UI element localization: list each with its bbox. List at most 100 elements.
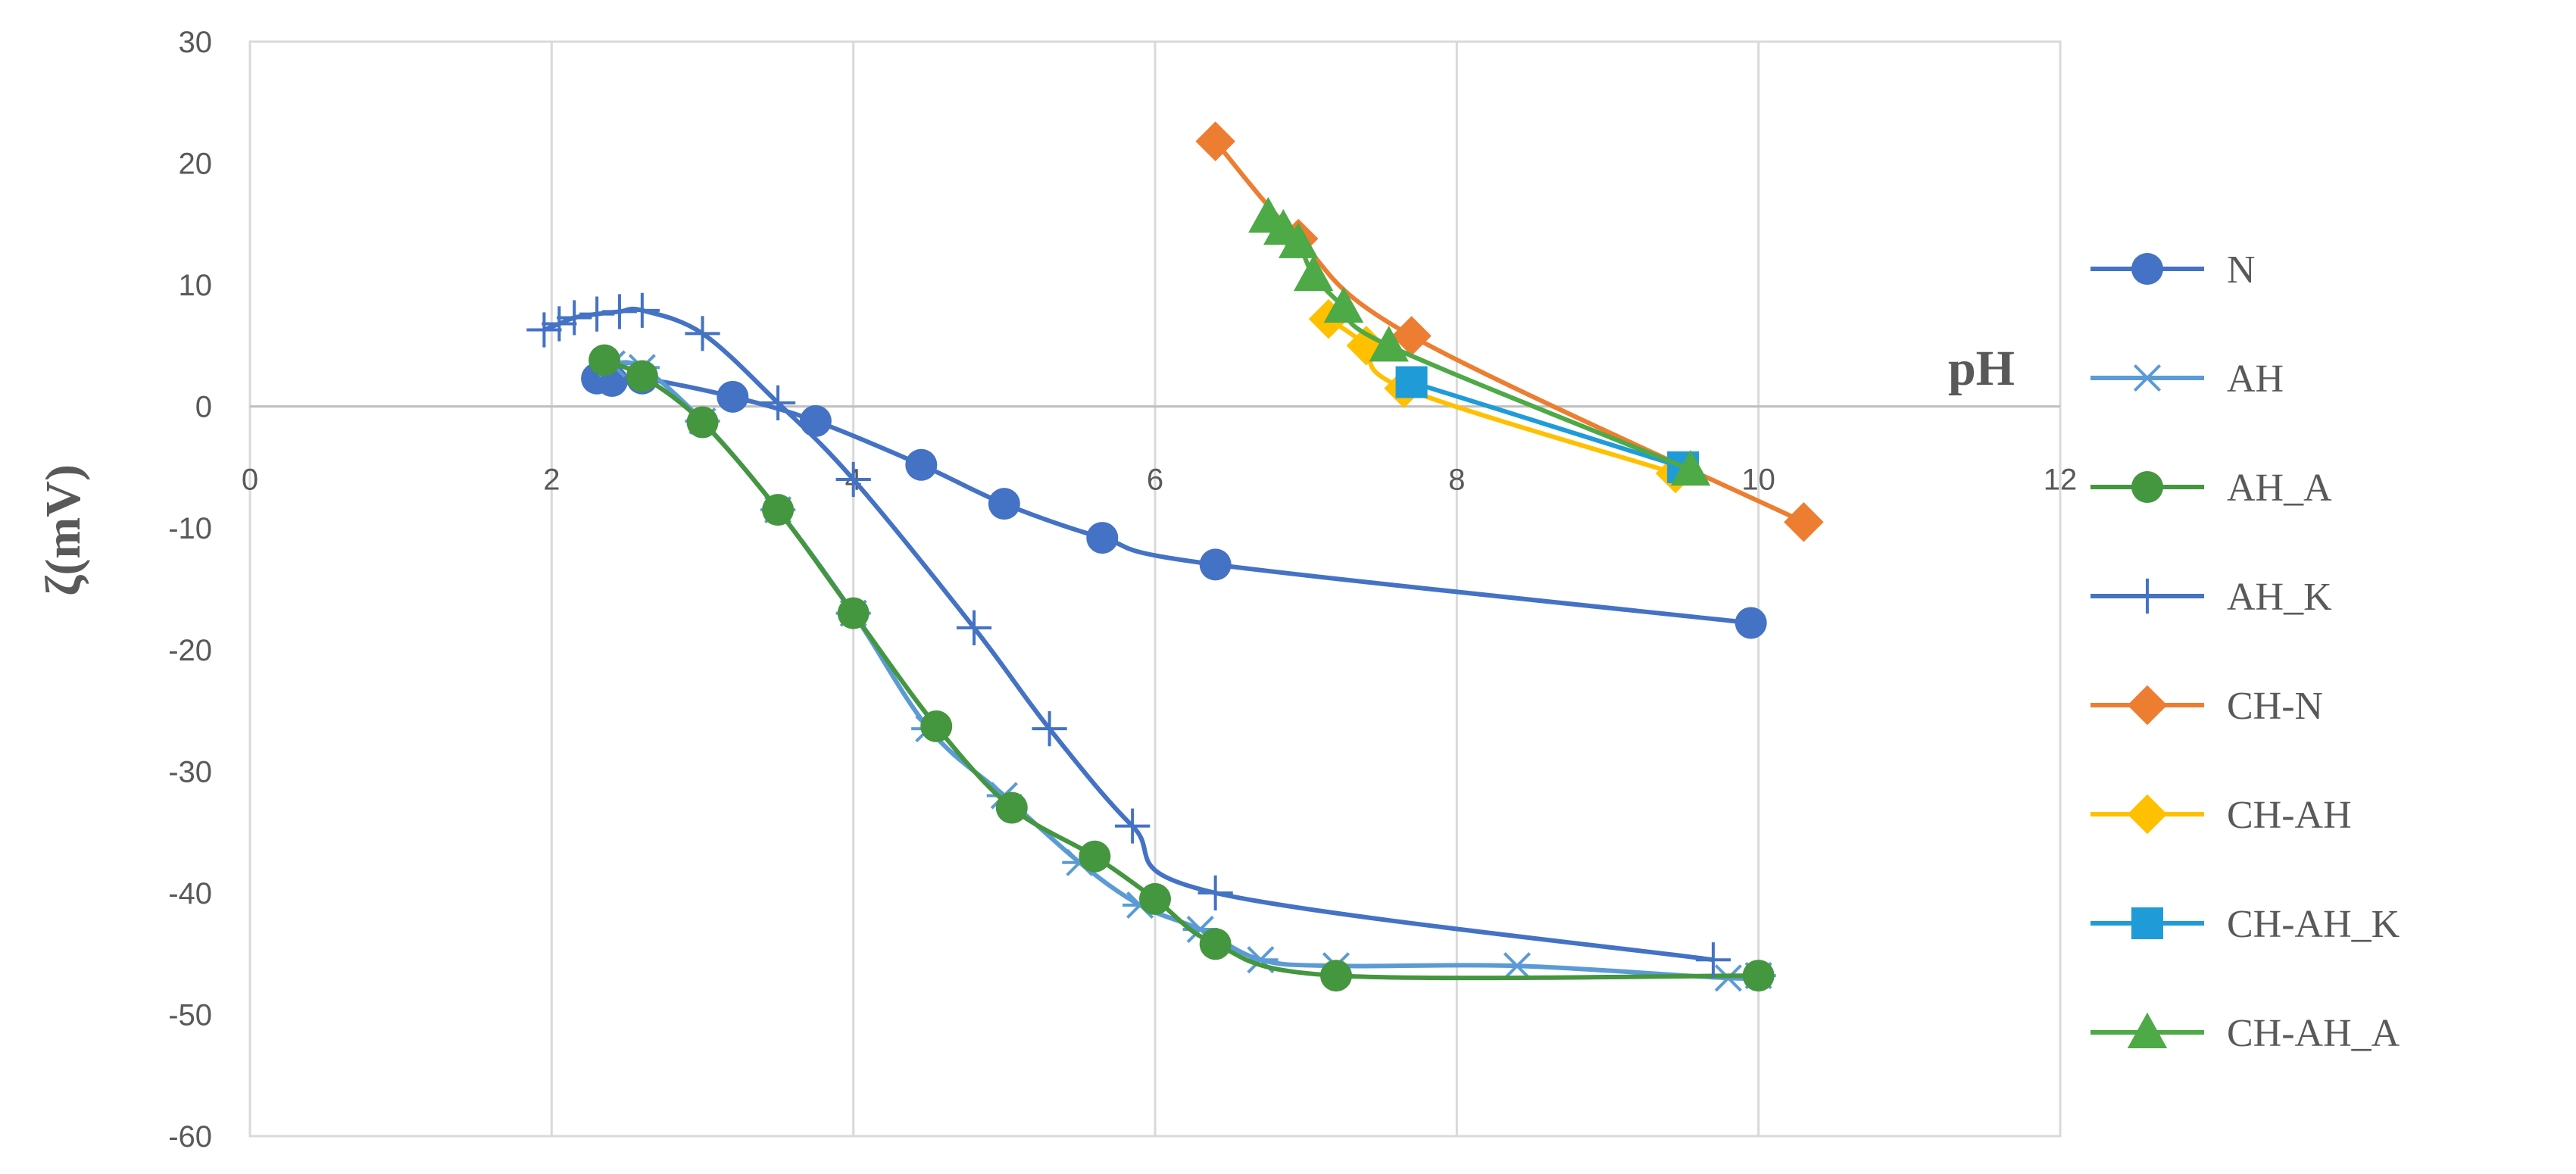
data-point	[988, 488, 1020, 520]
legend-item: CH-N	[2090, 685, 2323, 728]
data-point	[1695, 942, 1731, 978]
legend-marker	[2129, 364, 2165, 392]
legend-item: AH_A	[2090, 467, 2332, 510]
legend-marker	[2127, 685, 2168, 726]
legend-item: AH	[2090, 358, 2284, 401]
series-ch-ah-a	[1248, 196, 1711, 486]
y-tick-label: 0	[195, 391, 212, 424]
legend-label: AH_K	[2227, 576, 2332, 619]
legend-label: CH-AH_A	[2227, 1012, 2400, 1055]
y-tick-label: 10	[179, 269, 213, 302]
data-point	[717, 380, 749, 413]
x-tick-label: 12	[2044, 464, 2078, 497]
y-axis-title: ζ(mV)	[36, 464, 91, 596]
series-ah	[594, 350, 1776, 992]
legend-label: CH-AH	[2227, 794, 2352, 837]
y-tick-label: -10	[168, 512, 212, 545]
data-point	[579, 296, 615, 332]
data-point	[1742, 960, 1775, 992]
y-tick-label: -60	[168, 1120, 212, 1154]
series-ah-a	[589, 344, 1775, 992]
data-point	[1032, 711, 1067, 747]
y-tick-label: -50	[168, 998, 212, 1032]
data-point	[1784, 501, 1824, 542]
data-point	[1197, 875, 1233, 910]
data-point	[762, 494, 795, 526]
legend-marker	[2129, 578, 2165, 614]
data-point	[837, 597, 870, 629]
data-point	[526, 312, 562, 348]
data-point	[1320, 960, 1352, 992]
legend-label: N	[2227, 248, 2256, 292]
data-point	[799, 404, 832, 437]
data-point	[624, 292, 660, 328]
data-point	[589, 344, 621, 376]
data-point	[1499, 952, 1535, 980]
data-point	[835, 461, 871, 498]
series-ah-k	[526, 292, 1731, 978]
gridlines	[550, 42, 1760, 1136]
legend-item: AH_K	[2090, 576, 2332, 619]
data-point	[1199, 548, 1232, 581]
legend-label: CH-AH_K	[2227, 903, 2400, 946]
data-point	[1369, 326, 1409, 362]
legend-item: CH-AH_A	[2090, 1012, 2400, 1055]
series-line	[1266, 214, 1694, 473]
series-line	[1409, 379, 1686, 470]
data-point	[542, 306, 577, 342]
data-point	[1293, 255, 1334, 292]
y-tick-label: -40	[168, 877, 212, 910]
x-tick-label: 10	[1741, 464, 1775, 497]
series-ch-ah	[1308, 298, 1696, 494]
series-n	[581, 362, 1767, 639]
data-point	[1199, 928, 1232, 960]
legend-label: AH_A	[2227, 467, 2332, 510]
x-tick-label: 8	[1448, 464, 1465, 497]
data-point	[1115, 808, 1151, 844]
data-point	[1079, 840, 1111, 873]
y-tick-label: 30	[179, 26, 213, 59]
y-axis-ticks: 30 20 10 0 -10 -20 -30 -40 -50 -60	[168, 26, 212, 1154]
data-point	[557, 300, 592, 336]
data-point	[760, 385, 796, 420]
series-line	[1213, 139, 1806, 525]
data-point	[1670, 449, 1711, 486]
data-point	[686, 406, 719, 439]
data-point	[626, 360, 658, 392]
x-axis-ticks: 0 2 4 6 8 10 12	[242, 464, 2077, 497]
data-point	[1323, 286, 1364, 323]
data-point	[1391, 316, 1432, 356]
y-tick-label: 20	[179, 148, 213, 181]
data-point	[1086, 522, 1119, 554]
x-axis-title: pH	[1948, 341, 2015, 396]
legend-marker	[2127, 1012, 2168, 1048]
data-point	[1278, 222, 1319, 258]
data-point	[1195, 121, 1235, 161]
data-point	[1395, 366, 1428, 398]
data-point	[905, 448, 938, 481]
x-tick-label: 2	[543, 464, 560, 497]
series-ch-n	[1195, 121, 1824, 542]
legend-marker	[2127, 794, 2168, 835]
y-tick-label: -20	[168, 634, 212, 667]
legend-label: CH-N	[2227, 685, 2323, 728]
legend-item: CH-AH_K	[2090, 903, 2400, 946]
data-point	[995, 792, 1028, 824]
data-point	[1735, 607, 1767, 639]
legend-marker	[2131, 253, 2163, 285]
y-tick-label: -30	[168, 755, 212, 788]
legend-item: N	[2090, 248, 2256, 292]
data-point	[685, 316, 720, 351]
legend: N AH AH_A AH_K CH-N CH-AH CH-AH_K CH-AH_A	[2090, 248, 2400, 1055]
series-layer	[526, 121, 1824, 992]
legend-item: CH-AH	[2090, 794, 2352, 837]
data-point	[920, 710, 953, 742]
data-point	[1139, 882, 1171, 915]
legend-marker	[2131, 471, 2163, 503]
x-tick-label: 0	[242, 464, 258, 497]
legend-label: AH	[2227, 358, 2284, 401]
data-point	[956, 610, 992, 645]
legend-marker	[2131, 907, 2163, 939]
